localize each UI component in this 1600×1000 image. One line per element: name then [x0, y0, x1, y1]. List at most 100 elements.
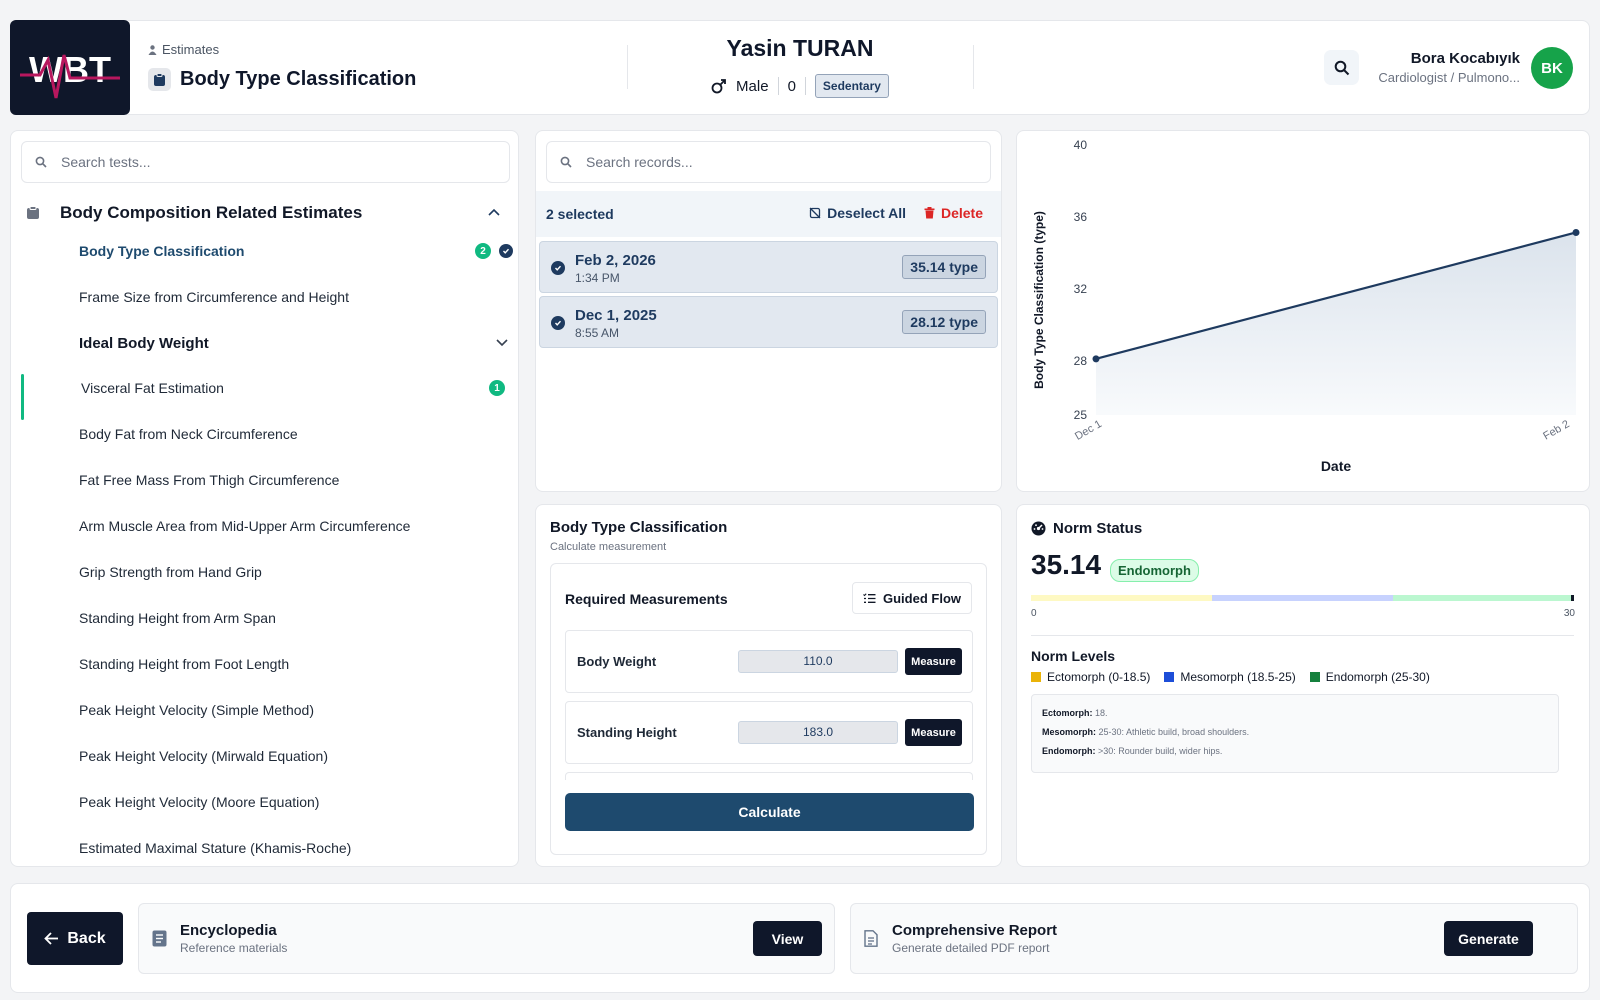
norm-scale-bar — [1031, 595, 1574, 601]
user-role: Cardiologist / Pulmono... — [1378, 70, 1520, 85]
deselect-all-label: Deselect All — [827, 205, 906, 221]
sidebar-item-label: Standing Height from Arm Span — [79, 610, 276, 626]
check-icon — [499, 244, 513, 258]
search-records-input[interactable]: Search records... — [546, 141, 991, 183]
status-badge: Endomorph — [1110, 559, 1199, 582]
check-icon[interactable] — [551, 261, 565, 275]
person-icon — [148, 44, 157, 55]
legend-swatch — [1031, 672, 1041, 682]
calculate-button[interactable]: Calculate — [565, 793, 974, 831]
gauge-icon — [1031, 521, 1046, 536]
sidebar-item-maximal-stature[interactable]: Estimated Maximal Stature (Khamis-Roche) — [79, 833, 509, 863]
footer-bar: Back Encyclopedia Reference materials Vi… — [10, 883, 1590, 993]
guided-flow-button[interactable]: Guided Flow — [852, 582, 972, 614]
legend-item-ectomorph: Ectomorph (0-18.5) — [1031, 670, 1150, 684]
sidebar-item-visceral-fat[interactable]: Visceral Fat Estimation 1 — [81, 373, 511, 403]
trash-icon — [924, 207, 935, 219]
logo-pulse-line — [20, 54, 120, 99]
measure-button[interactable]: Measure — [905, 719, 962, 746]
back-button[interactable]: Back — [27, 912, 123, 965]
clipboard-icon — [27, 206, 39, 219]
sidebar-item-fat-free-mass[interactable]: Fat Free Mass From Thigh Circumference — [79, 465, 509, 495]
encyclopedia-card: Encyclopedia Reference materials View — [138, 903, 835, 974]
record-date: Dec 1, 2025 — [575, 307, 657, 324]
sidebar-item-frame-size[interactable]: Frame Size from Circumference and Height — [79, 282, 509, 312]
sidebar-item-arm-muscle-area[interactable]: Arm Muscle Area from Mid-Upper Arm Circu… — [79, 511, 509, 541]
deselect-all-button[interactable]: Deselect All — [809, 205, 906, 221]
patient-meta: Male 0 Sedentary — [627, 74, 973, 98]
body-weight-input[interactable]: 110.0 — [738, 650, 898, 673]
sidebar-item-label: Peak Height Velocity (Mirwald Equation) — [79, 748, 329, 764]
y-tick-label: 28 — [1074, 354, 1088, 368]
generate-button[interactable]: Generate — [1444, 921, 1533, 956]
norm-levels-title: Norm Levels — [1031, 648, 1116, 664]
clipboard-icon — [148, 68, 171, 91]
calc-title: Body Type Classification — [550, 519, 728, 536]
book-icon — [152, 930, 167, 947]
sidebar-item-label: Estimated Maximal Stature (Khamis-Roche) — [79, 840, 352, 856]
norm-status-title-row: Norm Status — [1031, 520, 1142, 537]
sidebar-item-label: Grip Strength from Hand Grip — [79, 564, 262, 580]
view-button[interactable]: View — [753, 921, 822, 956]
legend-label: Ectomorph (0-18.5) — [1047, 670, 1151, 684]
record-value: 35.14 type — [902, 255, 986, 279]
category-title: Body Composition Related Estimates — [60, 203, 363, 222]
x-tick-label: Feb 2 — [1541, 418, 1571, 442]
count-badge: 1 — [489, 380, 505, 396]
x-axis-label: Date — [1321, 458, 1352, 474]
record-time: 1:34 PM — [575, 271, 620, 285]
selected-count: 2 selected — [546, 206, 614, 222]
user-info[interactable]: Bora Kocabıyık Cardiologist / Pulmono... — [1378, 50, 1520, 85]
global-search-button[interactable] — [1324, 50, 1359, 85]
logo[interactable]: WBT — [10, 20, 130, 115]
sidebar-item-height-arm-span[interactable]: Standing Height from Arm Span — [79, 603, 509, 633]
sidebar-item-phv-mirwald[interactable]: Peak Height Velocity (Mirwald Equation) — [79, 741, 509, 771]
patient-name: Yasin TURAN — [726, 35, 874, 61]
page-title: Body Type Classification — [180, 68, 417, 90]
norm-scale-min: 0 — [1031, 608, 1037, 619]
activity-badge: Sedentary — [814, 74, 889, 98]
meta-divider — [804, 77, 806, 95]
patient-age: 0 — [787, 77, 796, 95]
record-date: Feb 2, 2026 — [575, 252, 656, 269]
category-header[interactable]: Body Composition Related Estimates — [26, 198, 506, 228]
data-point — [1092, 355, 1100, 363]
delete-button[interactable]: Delete — [924, 205, 983, 221]
search-tests-input[interactable]: Search tests... — [21, 141, 510, 183]
records-panel: Search records... 2 selected Deselect Al… — [535, 130, 1002, 492]
record-time: 8:55 AM — [575, 326, 620, 340]
measure-button[interactable]: Measure — [905, 648, 962, 675]
calc-subtitle: Calculate measurement — [550, 541, 667, 553]
trend-chart-panel: 25 28 32 36 40 Dec 1 Feb 2 Date Body Type Classi… — [1016, 130, 1590, 492]
series-line — [1095, 231, 1577, 360]
sidebar-item-body-fat-neck[interactable]: Body Fat from Neck Circumference — [79, 419, 509, 449]
sidebar-item-label: Frame Size from Circumference and Height — [79, 289, 349, 305]
sidebar-item-grip-strength[interactable]: Grip Strength from Hand Grip — [79, 557, 509, 587]
chevron-up-icon[interactable] — [488, 208, 500, 216]
sidebar-item-body-type-classification[interactable]: Body Type Classification 2 — [79, 236, 513, 266]
avatar[interactable]: BK — [1531, 47, 1573, 89]
search-icon — [1334, 60, 1349, 75]
norm-value: 35.14 — [1031, 549, 1102, 580]
report-card: Comprehensive Report Generate detailed P… — [850, 903, 1578, 974]
y-tick-label: 40 — [1074, 138, 1088, 152]
tests-sidebar: Search tests... Body Composition Related… — [10, 130, 519, 867]
norm-segment-endomorph — [1392, 595, 1574, 601]
description-line: Mesomorph: 25-30: Athletic build, broad … — [1042, 727, 1250, 737]
sidebar-item-phv-moore[interactable]: Peak Height Velocity (Moore Equation) — [79, 787, 509, 817]
norm-scale-max: 30 — [1563, 608, 1575, 619]
sidebar-item-height-foot-length[interactable]: Standing Height from Foot Length — [79, 649, 509, 679]
search-records-placeholder: Search records... — [586, 154, 693, 170]
deselect-icon — [809, 207, 821, 219]
sidebar-group-ideal-body-weight[interactable]: Ideal Body Weight — [79, 328, 509, 358]
breadcrumb[interactable]: Estimates — [148, 42, 219, 57]
delete-label: Delete — [940, 205, 983, 221]
record-row[interactable]: Dec 1, 2025 8:55 AM 28.12 type — [539, 296, 998, 348]
check-icon[interactable] — [551, 316, 565, 330]
sidebar-item-phv-simple[interactable]: Peak Height Velocity (Simple Method) — [79, 695, 509, 725]
record-row[interactable]: Feb 2, 2026 1:34 PM 35.14 type — [539, 241, 998, 293]
calculation-panel: Body Type Classification Calculate measu… — [535, 504, 1002, 867]
standing-height-input[interactable]: 183.0 — [738, 721, 898, 744]
description-line: Endomorph: >30: Rounder build, wider hip… — [1042, 746, 1223, 756]
